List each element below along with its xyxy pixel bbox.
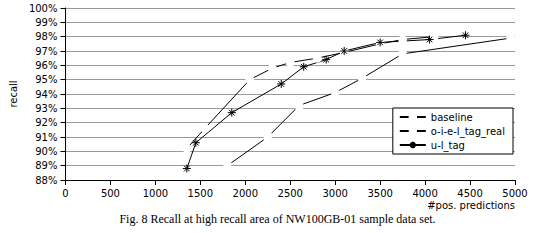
svg-text:99%: 99% [35, 17, 57, 28]
svg-text:100%: 100% [29, 3, 58, 14]
svg-text:3000: 3000 [322, 188, 347, 199]
svg-text:95%: 95% [35, 74, 57, 85]
svg-text:500: 500 [101, 188, 120, 199]
svg-text:88%: 88% [35, 175, 57, 186]
svg-text:93%: 93% [35, 103, 57, 114]
svg-text:97%: 97% [35, 46, 57, 57]
svg-text:0: 0 [62, 188, 68, 199]
svg-text:2000: 2000 [233, 188, 258, 199]
svg-text:4500: 4500 [457, 188, 482, 199]
svg-text:96%: 96% [35, 60, 57, 71]
svg-text:1500: 1500 [188, 188, 213, 199]
svg-text:3500: 3500 [367, 188, 392, 199]
svg-text:recall: recall [8, 80, 19, 107]
svg-text:94%: 94% [35, 89, 57, 100]
svg-text:o-i-e-l_tag_real: o-i-e-l_tag_real [431, 126, 505, 138]
svg-text:baseline: baseline [431, 112, 473, 123]
svg-text:4000: 4000 [412, 188, 437, 199]
svg-text:2500: 2500 [278, 188, 303, 199]
svg-text:92%: 92% [35, 117, 57, 128]
svg-text:89%: 89% [35, 160, 57, 171]
svg-text:98%: 98% [35, 31, 57, 42]
svg-text:Fig. 8 Recall at high recall a: Fig. 8 Recall at high recall area of NW1… [119, 212, 435, 226]
svg-text:#pos. predictions: #pos. predictions [427, 200, 515, 211]
svg-text:5000: 5000 [502, 188, 527, 199]
svg-text:90%: 90% [35, 146, 57, 157]
svg-text:1000: 1000 [143, 188, 168, 199]
svg-text:u-l_tag: u-l_tag [431, 140, 465, 152]
svg-text:91%: 91% [35, 132, 57, 143]
